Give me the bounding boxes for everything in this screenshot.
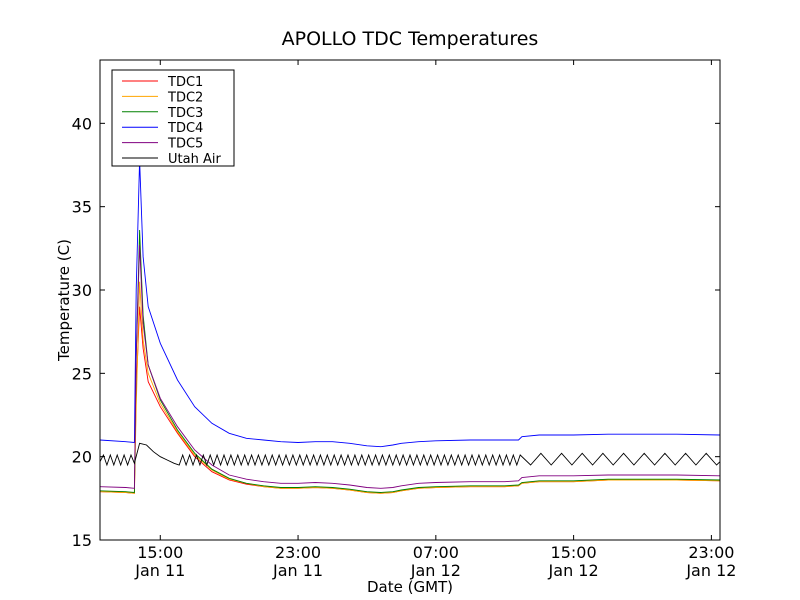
y-tick-label: 35 bbox=[72, 198, 92, 217]
x-tick-date-label: Jan 12 bbox=[548, 561, 599, 580]
legend-label: TDC2 bbox=[167, 90, 203, 105]
series-line-utah-air bbox=[99, 442, 721, 467]
series-line-tdc2 bbox=[99, 281, 721, 494]
y-axis-label: Temperature (C) bbox=[55, 239, 73, 362]
y-tick-label: 25 bbox=[72, 364, 92, 383]
legend-label: TDC5 bbox=[167, 137, 203, 152]
x-tick-date-label: Jan 12 bbox=[410, 561, 461, 580]
x-tick-date-label: Jan 11 bbox=[272, 561, 323, 580]
y-tick-label: 15 bbox=[72, 531, 92, 550]
x-tick-time-label: 15:00 bbox=[551, 543, 597, 562]
legend-label: TDC1 bbox=[167, 75, 203, 90]
series-layer bbox=[99, 159, 721, 494]
legend-label: TDC4 bbox=[167, 121, 203, 136]
series-line-tdc4 bbox=[99, 159, 721, 448]
plot-frame bbox=[99, 59, 721, 541]
legend-label: TDC3 bbox=[167, 106, 203, 121]
legend-label: Utah Air bbox=[168, 152, 221, 167]
x-tick-time-label: 15:00 bbox=[137, 543, 183, 562]
x-axis-label: Date (GMT) bbox=[367, 578, 453, 596]
series-line-tdc5 bbox=[99, 244, 721, 489]
y-tick-label: 30 bbox=[72, 281, 92, 300]
x-tick-date-label: Jan 12 bbox=[685, 561, 736, 580]
x-tick-time-label: 23:00 bbox=[275, 543, 321, 562]
chart-title: APOLLO TDC Temperatures bbox=[282, 28, 539, 50]
y-tick-label: 20 bbox=[72, 448, 92, 467]
x-tick-time-label: 23:00 bbox=[688, 543, 734, 562]
legend-frame bbox=[111, 69, 235, 167]
x-tick-date-label: Jan 11 bbox=[134, 561, 185, 580]
y-tick-label: 40 bbox=[72, 114, 92, 133]
x-tick-time-label: 07:00 bbox=[413, 543, 459, 562]
